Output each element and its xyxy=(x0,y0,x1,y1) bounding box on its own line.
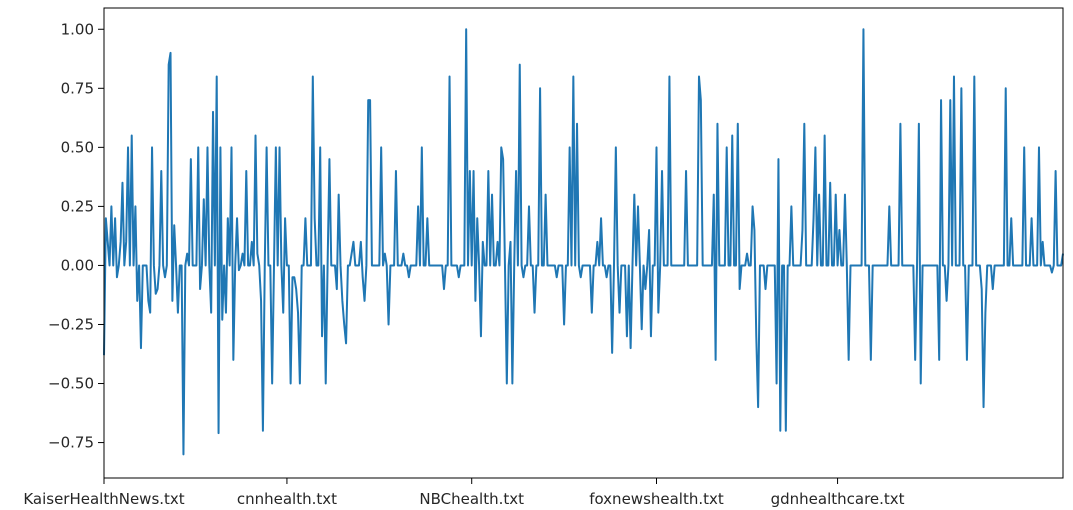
y-tick-label: −0.50 xyxy=(48,375,94,393)
y-tick-label: 0.00 xyxy=(61,256,94,274)
y-tick-label: 0.75 xyxy=(61,79,94,97)
y-tick-label: 1.00 xyxy=(61,20,94,38)
y-tick-label: −0.25 xyxy=(48,315,94,333)
y-tick-label: 0.50 xyxy=(61,138,94,156)
x-tick-label: cnnhealth.txt xyxy=(237,490,337,508)
y-tick-label: 0.25 xyxy=(61,197,94,215)
y-axis: −0.75 −0.50 −0.25 0.00 0.25 0.50 0.75 1.00 xyxy=(48,20,104,452)
axes-frame xyxy=(103,7,1064,479)
x-tick-label: gdnhealthcare.txt xyxy=(771,490,905,508)
x-axis: KaiserHealthNews.txt cnnhealth.txt NBCheal… xyxy=(23,478,905,508)
y-tick-label: −0.75 xyxy=(48,434,94,452)
x-tick-label: NBChealth.txt xyxy=(419,490,524,508)
x-tick-label: KaiserHealthNews.txt xyxy=(23,490,184,508)
series-line xyxy=(103,28,1064,456)
plot-area xyxy=(103,28,1064,456)
x-tick-label: foxnewshealth.txt xyxy=(589,490,724,508)
